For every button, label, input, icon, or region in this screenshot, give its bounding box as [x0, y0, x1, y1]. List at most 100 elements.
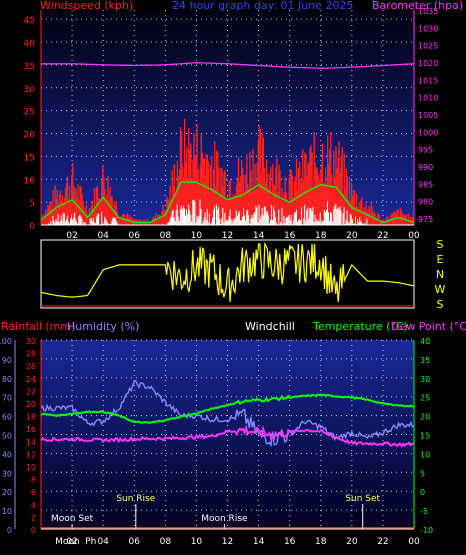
- wind-low-bar: [48, 223, 50, 225]
- wind-bar: [375, 217, 377, 225]
- wind-bar: [54, 185, 56, 225]
- temp-x-tick-label: 02: [66, 537, 77, 547]
- barometer-tick-label: 1010: [418, 94, 438, 103]
- wind-bar: [254, 163, 256, 225]
- wind-low-bar: [198, 215, 200, 225]
- wind-bar: [201, 152, 203, 225]
- rain-tick-label: 18: [26, 413, 36, 422]
- wind-bar: [105, 199, 107, 225]
- wind-low-bar: [325, 209, 328, 225]
- wind-low-bar: [84, 222, 86, 225]
- direction-label: S: [437, 238, 444, 251]
- wind-low-bar: [52, 216, 54, 225]
- wind-x-tick-label: 10: [191, 231, 203, 241]
- wind-bar: [97, 198, 100, 225]
- wind-bar: [357, 206, 359, 225]
- wind-tick-label: 15: [24, 153, 35, 163]
- wind-low-bar: [179, 209, 182, 225]
- wind-bar: [303, 180, 305, 225]
- wind-bar: [207, 161, 210, 225]
- wind-bar: [198, 183, 200, 225]
- direction-label: S: [437, 298, 444, 311]
- wind-bar: [237, 157, 240, 225]
- rain-tick-label: 26: [26, 362, 36, 371]
- wind-low-bar: [63, 213, 66, 225]
- wind-bar: [304, 152, 306, 225]
- wind-bar: [126, 213, 129, 225]
- wind-low-bar: [195, 222, 197, 225]
- wind-low-bar: [181, 209, 184, 225]
- wind-bar: [129, 215, 131, 225]
- wind-bar: [374, 214, 376, 225]
- wind-low-bar: [224, 212, 226, 225]
- wind-low-bar: [109, 223, 111, 225]
- wind-bar: [44, 217, 46, 225]
- wind-bar: [231, 197, 233, 225]
- wind-bar: [325, 184, 328, 225]
- wind-bar: [225, 200, 227, 225]
- wind-bar: [400, 209, 402, 225]
- wind-low-bar: [182, 205, 185, 225]
- wind-bar: [101, 180, 103, 225]
- wind-low-bar: [192, 199, 194, 225]
- windspeed-axis-title: Windspeed (kph): [40, 0, 133, 12]
- wind-low-bar: [110, 223, 112, 225]
- wind-bar: [411, 217, 414, 225]
- wind-bar: [364, 206, 366, 225]
- wind-tick-label: 10: [24, 176, 36, 186]
- wind-bar: [340, 157, 342, 225]
- wind-bar: [117, 215, 120, 225]
- wind-low-bar: [170, 216, 172, 225]
- wind-tick-label: 5: [29, 199, 35, 209]
- wind-bar: [73, 185, 75, 225]
- barometer-tick-label: 975: [418, 215, 433, 224]
- wind-low-bar: [67, 221, 70, 225]
- wind-low-bar: [359, 216, 361, 225]
- wind-bar: [306, 176, 308, 225]
- tick-labels: 0510152025303540459759809859909951000100…: [0, 7, 446, 547]
- wind-low-bar: [334, 205, 336, 225]
- wind-low-bar: [208, 213, 211, 225]
- wind-low-bar: [65, 219, 68, 225]
- wind-low-bar: [293, 212, 296, 225]
- wind-low-bar: [332, 221, 334, 225]
- wind-bar: [72, 162, 74, 225]
- wind-low-bar: [320, 222, 323, 225]
- wind-bar: [187, 177, 189, 225]
- wind-tick-label: 45: [24, 16, 35, 26]
- wind-low-bar: [285, 217, 287, 225]
- wind-bar: [185, 162, 187, 225]
- wind-bar: [75, 189, 77, 225]
- wind-low-bar: [307, 207, 309, 225]
- graph-title: 24 hour graph day: 01 June 2025: [172, 0, 353, 12]
- wind-bar: [351, 195, 354, 225]
- wind-low-bar: [222, 207, 224, 225]
- wind-bar: [194, 154, 196, 225]
- wind-low-bar: [244, 215, 246, 225]
- barometer-tick-label: 1035: [418, 7, 438, 16]
- wind-low-bar: [227, 220, 229, 225]
- wind-low-bar: [278, 209, 280, 225]
- wind-bar: [377, 213, 380, 225]
- wind-low-bar: [205, 219, 208, 225]
- wind-bar: [290, 170, 293, 225]
- wind-low-bar: [287, 216, 289, 225]
- wind-low-bar: [345, 220, 347, 225]
- wind-bar: [168, 200, 170, 225]
- wind-bar: [284, 176, 286, 225]
- barometer-tick-label: 1030: [418, 24, 438, 33]
- wind-low-bar: [301, 207, 303, 225]
- wind-bar: [145, 221, 147, 225]
- humidity-tick-label: 40: [2, 450, 12, 459]
- wind-x-tick-label: 14: [253, 231, 265, 241]
- wind-low-bar: [58, 222, 60, 225]
- wind-low-bar: [319, 212, 322, 225]
- wind-bar: [107, 175, 109, 225]
- wind-low-bar: [275, 217, 277, 225]
- annotation-label: Moon: [55, 537, 79, 547]
- barometer-tick-label: 1000: [418, 128, 438, 137]
- wind-low-bar: [254, 211, 256, 225]
- dewpoint-axis-title: Dew Point (°C): [391, 320, 466, 333]
- wind-bar: [331, 174, 333, 225]
- wind-low-bar: [216, 204, 218, 225]
